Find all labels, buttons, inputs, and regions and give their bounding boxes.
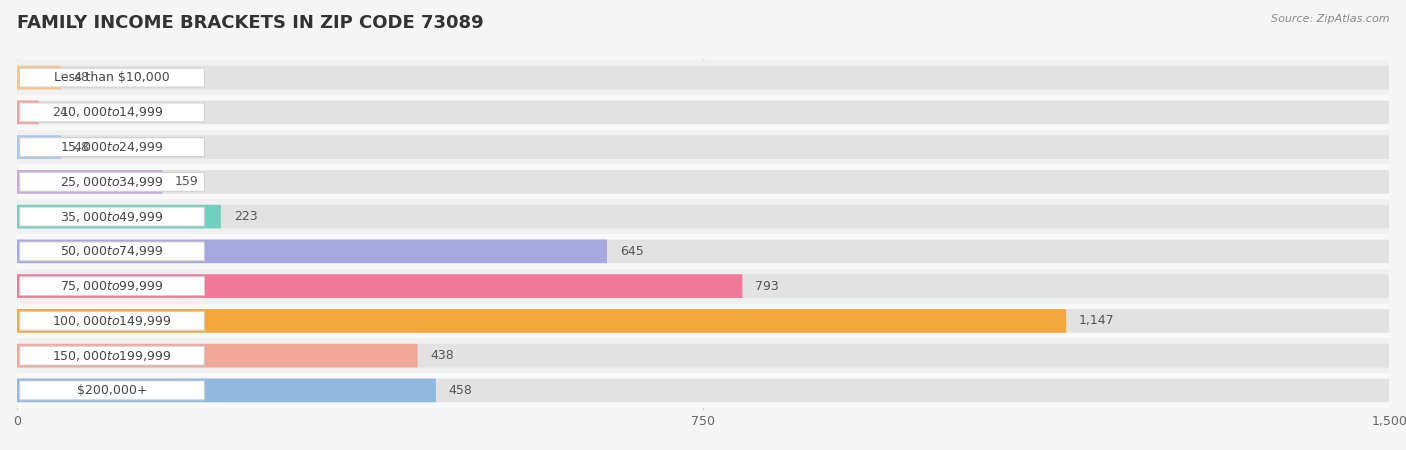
FancyBboxPatch shape <box>17 373 1389 408</box>
Text: $25,000 to $34,999: $25,000 to $34,999 <box>60 175 163 189</box>
FancyBboxPatch shape <box>17 170 162 194</box>
FancyBboxPatch shape <box>17 95 1389 130</box>
Text: 48: 48 <box>73 71 90 84</box>
FancyBboxPatch shape <box>17 135 1389 159</box>
Text: $100,000 to $149,999: $100,000 to $149,999 <box>52 314 172 328</box>
FancyBboxPatch shape <box>20 381 204 400</box>
Text: 24: 24 <box>52 106 67 119</box>
FancyBboxPatch shape <box>17 239 607 263</box>
FancyBboxPatch shape <box>17 100 1389 124</box>
FancyBboxPatch shape <box>20 346 204 365</box>
Text: 159: 159 <box>176 176 198 189</box>
FancyBboxPatch shape <box>20 103 204 122</box>
Text: Less than $10,000: Less than $10,000 <box>55 71 170 84</box>
FancyBboxPatch shape <box>17 234 1389 269</box>
Text: $150,000 to $199,999: $150,000 to $199,999 <box>52 349 172 363</box>
Text: FAMILY INCOME BRACKETS IN ZIP CODE 73089: FAMILY INCOME BRACKETS IN ZIP CODE 73089 <box>17 14 484 32</box>
FancyBboxPatch shape <box>17 60 1389 95</box>
FancyBboxPatch shape <box>20 138 204 157</box>
FancyBboxPatch shape <box>17 303 1389 338</box>
FancyBboxPatch shape <box>17 170 1389 194</box>
FancyBboxPatch shape <box>17 338 1389 373</box>
FancyBboxPatch shape <box>17 274 742 298</box>
FancyBboxPatch shape <box>17 239 1389 263</box>
FancyBboxPatch shape <box>17 100 39 124</box>
FancyBboxPatch shape <box>20 207 204 226</box>
FancyBboxPatch shape <box>20 242 204 261</box>
FancyBboxPatch shape <box>17 205 221 229</box>
FancyBboxPatch shape <box>17 274 1389 298</box>
Text: $200,000+: $200,000+ <box>77 384 148 397</box>
FancyBboxPatch shape <box>17 130 1389 165</box>
FancyBboxPatch shape <box>17 344 418 368</box>
FancyBboxPatch shape <box>17 135 60 159</box>
FancyBboxPatch shape <box>17 165 1389 199</box>
Text: 793: 793 <box>755 279 779 292</box>
FancyBboxPatch shape <box>17 66 60 90</box>
FancyBboxPatch shape <box>20 277 204 296</box>
FancyBboxPatch shape <box>17 269 1389 303</box>
FancyBboxPatch shape <box>17 378 1389 402</box>
Text: $50,000 to $74,999: $50,000 to $74,999 <box>60 244 163 258</box>
FancyBboxPatch shape <box>17 344 1389 368</box>
FancyBboxPatch shape <box>17 378 436 402</box>
Text: Source: ZipAtlas.com: Source: ZipAtlas.com <box>1271 14 1389 23</box>
Text: 1,147: 1,147 <box>1078 315 1115 328</box>
Text: $75,000 to $99,999: $75,000 to $99,999 <box>60 279 163 293</box>
Text: 645: 645 <box>620 245 644 258</box>
Text: $10,000 to $14,999: $10,000 to $14,999 <box>60 105 163 119</box>
FancyBboxPatch shape <box>17 66 1389 90</box>
FancyBboxPatch shape <box>17 309 1389 333</box>
Text: 438: 438 <box>430 349 454 362</box>
FancyBboxPatch shape <box>20 311 204 330</box>
FancyBboxPatch shape <box>17 199 1389 234</box>
Text: $35,000 to $49,999: $35,000 to $49,999 <box>60 210 163 224</box>
FancyBboxPatch shape <box>17 205 1389 229</box>
Text: 223: 223 <box>233 210 257 223</box>
Text: 48: 48 <box>73 140 90 153</box>
FancyBboxPatch shape <box>20 68 204 87</box>
Text: $15,000 to $24,999: $15,000 to $24,999 <box>60 140 163 154</box>
FancyBboxPatch shape <box>17 309 1066 333</box>
FancyBboxPatch shape <box>20 172 204 191</box>
Text: 458: 458 <box>449 384 472 397</box>
